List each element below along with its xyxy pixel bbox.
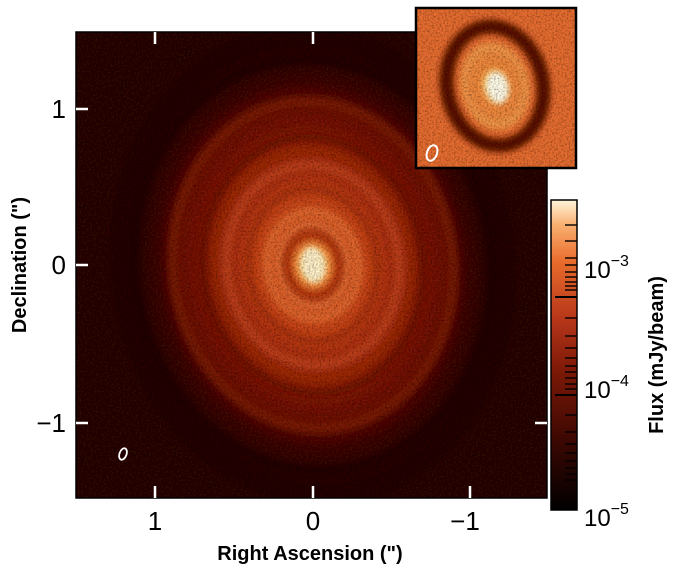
colorbar-gradient	[551, 200, 577, 510]
colorbar-frame	[550, 199, 578, 511]
inset-frame	[414, 6, 578, 170]
x-tick-label-0: 0	[306, 506, 320, 536]
y-tick-label-neg1: −1	[36, 408, 66, 438]
y-axis-title: Declination (")	[9, 197, 31, 333]
inset-beam-ellipse	[425, 144, 439, 162]
x-tick-label-1: 1	[148, 506, 162, 536]
beam-ellipse	[118, 447, 128, 461]
colorbar-minor-ticks	[565, 224, 577, 481]
plot-ticks	[76, 32, 547, 498]
y-tick-label-1: 1	[52, 94, 66, 124]
colorbar-title: Flux (mJy/beam)	[646, 276, 668, 434]
x-tick-label-neg1: −1	[450, 506, 480, 536]
colorbar: 10−3 10−4 10−5 Flux (mJy/beam)	[550, 199, 668, 532]
colorbar-tick-1e-4: 10−4	[584, 373, 629, 404]
inset-image	[416, 8, 576, 168]
y-tick-label-0: 0	[52, 250, 66, 280]
colorbar-major-ticks	[555, 296, 577, 396]
colorbar-tick-1e-5: 10−5	[584, 501, 629, 532]
x-axis-title: Right Ascension (")	[217, 543, 402, 565]
colorbar-tick-1e-3: 10−3	[584, 253, 629, 284]
